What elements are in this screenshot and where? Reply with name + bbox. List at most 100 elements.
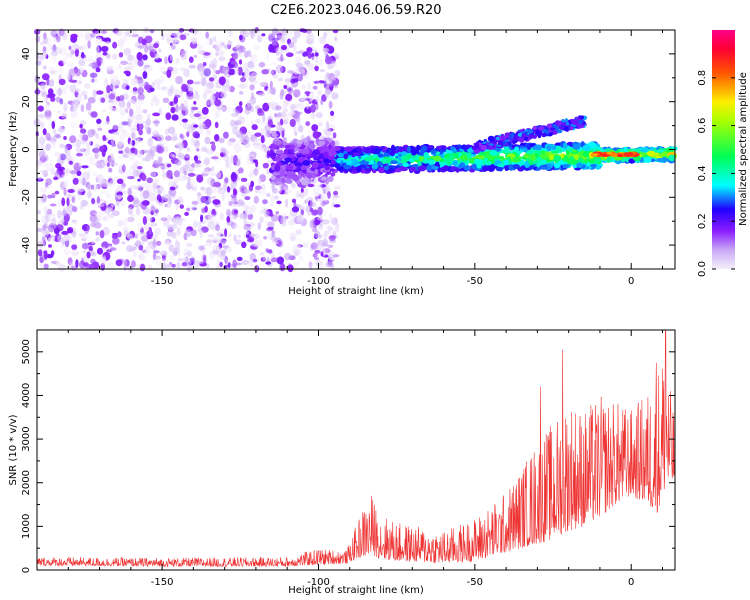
spectrogram-noise-cell: [300, 192, 305, 200]
spectrogram-noise-cell: [183, 122, 191, 130]
spectrogram-noise-cell: [333, 194, 340, 198]
spectrogram-echo-cell: [284, 157, 293, 163]
spectrogram-noise-cell: [257, 108, 263, 114]
spectrogram-noise-cell: [125, 244, 134, 252]
spectrogram-noise-cell: [117, 64, 122, 70]
spectrogram-noise-cell: [188, 86, 194, 94]
spectrogram-noise-cell: [68, 160, 74, 165]
spectrogram-noise-cell: [96, 247, 104, 255]
spectrogram-noise-cell: [271, 133, 278, 138]
spectrogram-noise-cell: [325, 128, 332, 137]
spectrogram-noise-cell: [37, 249, 43, 257]
spectrogram-noise-cell: [134, 148, 138, 156]
spectrogram-noise-cell: [101, 179, 109, 188]
spectrogram-noise-cell: [273, 61, 277, 66]
spectrogram-echo-cell: [324, 140, 330, 145]
spectrogram-noise-cell: [40, 82, 46, 90]
spectrogram-noise-cell: [147, 192, 156, 202]
spectrogram-noise-cell: [290, 183, 297, 188]
spectrogram-noise-cell: [216, 108, 221, 118]
spectrogram-noise-cell: [318, 121, 323, 125]
spectrogram-echo-cell: [459, 162, 466, 168]
spectrogram-noise-cell: [241, 241, 247, 249]
spectrogram-noise-cell: [206, 239, 214, 244]
spectrogram-noise-cell: [241, 133, 249, 139]
spectrogram-noise-cell: [108, 156, 116, 166]
spectrogram-noise-cell: [312, 209, 319, 216]
spectrogram-noise-cell: [57, 234, 64, 243]
spectrogram-noise-cell: [250, 180, 255, 188]
spectrogram-branch-cell: [518, 137, 525, 143]
spectrogram-echo-cell: [318, 140, 325, 146]
spectrogram-echo-cell: [647, 150, 656, 157]
spectrogram-echo-cell: [596, 164, 601, 170]
spectrogram-noise-cell: [328, 235, 336, 241]
spectrogram-noise-cell: [112, 124, 119, 130]
spectrogram-noise-cell: [210, 156, 219, 160]
spectrogram-noise-cell: [111, 66, 119, 71]
spectrogram-noise-cell: [142, 149, 149, 154]
spectrogram-noise-cell: [70, 122, 77, 129]
spectrogram-noise-cell: [145, 118, 152, 126]
spectrogram-noise-cell: [271, 214, 279, 222]
spectrogram-noise-cell: [176, 227, 181, 236]
spectrogram-noise-cell: [239, 34, 243, 41]
spectrogram-noise-cell: [205, 129, 212, 138]
spectrogram-echo-cell: [512, 157, 520, 163]
spectrogram-noise-cell: [285, 215, 291, 219]
spectrogram-noise-cell: [271, 28, 279, 36]
spectrogram-noise-cell: [85, 140, 92, 146]
colorbar-ticks: 0.0 0.2 0.4 0.6 0.8: [697, 70, 735, 277]
spectrogram-noise-cell: [79, 123, 83, 129]
spectrogram-noise-cell: [47, 194, 53, 199]
spectrogram-noise-cell: [48, 38, 52, 43]
spectrogram-noise-cell: [90, 55, 94, 61]
spectrogram-noise-cell: [40, 40, 45, 46]
spectrogram-noise-cell: [305, 35, 310, 40]
spectrogram-noise-cell: [326, 244, 332, 249]
spectrogram-echo-cell: [426, 164, 433, 172]
spectrogram-noise-cell: [63, 248, 71, 256]
spectrogram-noise-cell: [44, 213, 49, 219]
spectrogram-noise-cell: [300, 187, 304, 194]
spectrogram-noise-cell: [295, 62, 304, 68]
spectrogram-noise-cell: [115, 259, 123, 267]
spectrogram-echo-cell: [296, 139, 304, 145]
spectrogram-echo-cell: [420, 145, 428, 152]
spectrogram-noise-cell: [85, 102, 92, 111]
spectrogram-noise-cell: [314, 65, 319, 72]
spectrogram-noise-cell: [276, 256, 285, 265]
spectrogram-noise-cell: [121, 129, 127, 135]
spectrogram-noise-cell: [63, 187, 67, 196]
spectrogram-noise-cell: [325, 261, 334, 268]
spectrogram-noise-cell: [110, 99, 119, 105]
spectrogram-echo-cell: [465, 144, 472, 148]
spectrogram-noise-cell: [67, 189, 75, 193]
spectrogram-branch-cell: [497, 141, 504, 146]
spectrogram-noise-cell: [287, 264, 294, 273]
spectrogram-noise-cell: [50, 136, 57, 145]
spectrogram-noise-cell: [177, 249, 181, 257]
spectrogram-noise-cell: [200, 186, 206, 191]
spectrogram-noise-cell: [36, 227, 43, 233]
spectrogram-branch-cell: [579, 115, 585, 119]
spectrogram-noise-cell: [323, 76, 328, 81]
spectrogram-noise-cell: [283, 212, 287, 217]
spectrogram-noise-cell: [142, 216, 148, 225]
spectrogram-noise-cell: [296, 73, 303, 82]
spectrogram-echo-cell: [318, 158, 324, 162]
spectrogram-noise-cell: [96, 196, 100, 204]
spectrogram-noise-cell: [291, 36, 298, 44]
spectrogram-noise-cell: [175, 104, 179, 113]
spectrogram-noise-cell: [180, 257, 187, 261]
spectrogram-noise-cell: [259, 209, 266, 215]
spectrogram-noise-cell: [122, 79, 129, 84]
spectrogram-echo-cell: [503, 146, 510, 154]
spectrogram-echo-cell: [606, 156, 611, 163]
spectrogram-noise-cell: [110, 203, 115, 207]
spectrogram-noise-cell: [283, 85, 288, 89]
spectrogram-noise-cell: [88, 156, 95, 164]
spectrogram-core-cell: [606, 151, 613, 155]
spectrogram-noise-cell: [84, 231, 89, 241]
spectrogram-echo-cell: [330, 146, 336, 153]
